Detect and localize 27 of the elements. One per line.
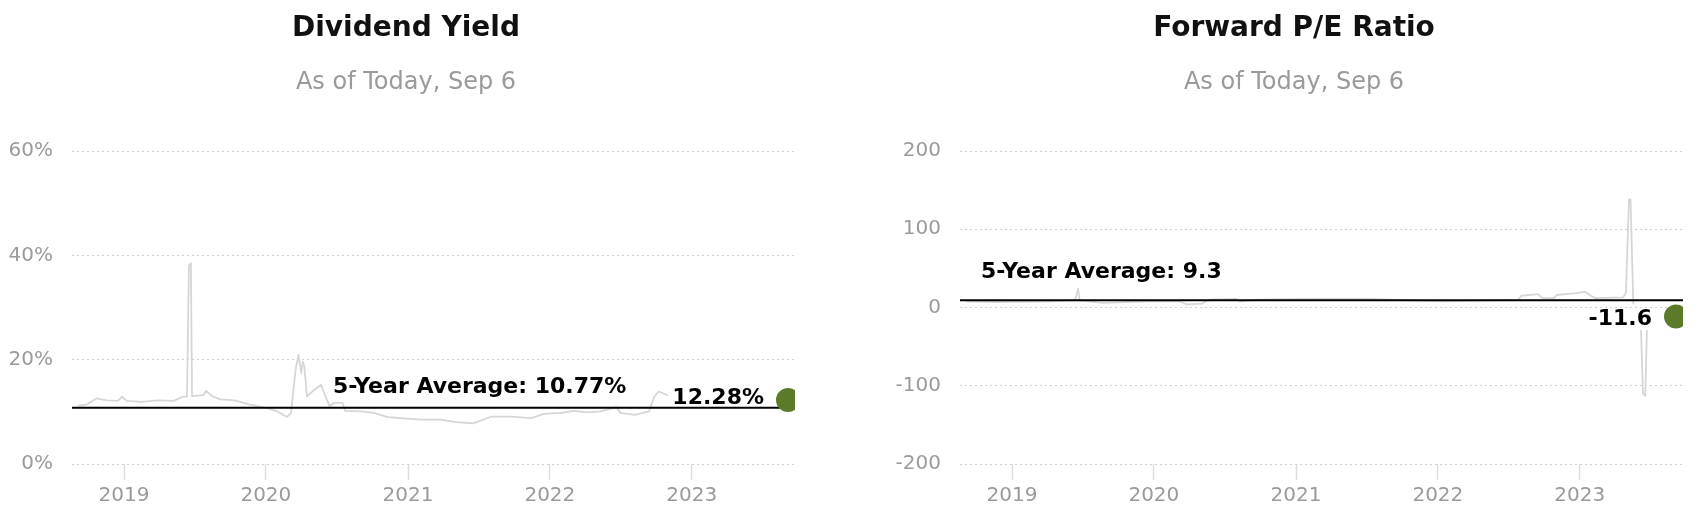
x-tick-label: 2019	[986, 482, 1038, 507]
x-tick-label: 2023	[1554, 482, 1606, 507]
data-label: 12.28%	[672, 383, 765, 409]
y-tick-label: 0	[928, 293, 941, 318]
y-tick-label: 100	[902, 215, 941, 240]
chart-title: Dividend Yield	[292, 10, 520, 44]
x-tick-label: 2023	[666, 482, 718, 507]
y-tick-label: 40%	[8, 241, 53, 266]
x-tick-label: 2022	[1412, 482, 1464, 507]
y-tick-label: -200	[895, 450, 941, 475]
x-tick-label: 2021	[1270, 482, 1322, 507]
x-tick-label: 2022	[524, 482, 576, 507]
x-tick-label: 2019	[98, 482, 150, 507]
x-tick-label: 2021	[382, 482, 434, 507]
chart-subtitle: As of Today, Sep 6	[295, 66, 517, 96]
y-tick-label: -100	[895, 371, 941, 396]
y-tick-label: 0%	[21, 450, 53, 475]
x-tick-label: 2020	[240, 482, 292, 507]
data-label: -11.6	[1588, 304, 1653, 330]
ref-line-label: 5-Year Average: 9.3	[981, 258, 1222, 284]
x-tick-label: 2020	[1128, 482, 1180, 507]
y-tick-label: 200	[902, 137, 941, 162]
y-tick-label: 60%	[8, 137, 53, 162]
y-tick-label: 20%	[8, 345, 53, 370]
ref-line-label: 5-Year Average: 10.77%	[333, 372, 627, 398]
chart-title: Forward P/E Ratio	[1153, 10, 1435, 44]
chart-subtitle: As of Today, Sep 6	[1183, 66, 1405, 96]
